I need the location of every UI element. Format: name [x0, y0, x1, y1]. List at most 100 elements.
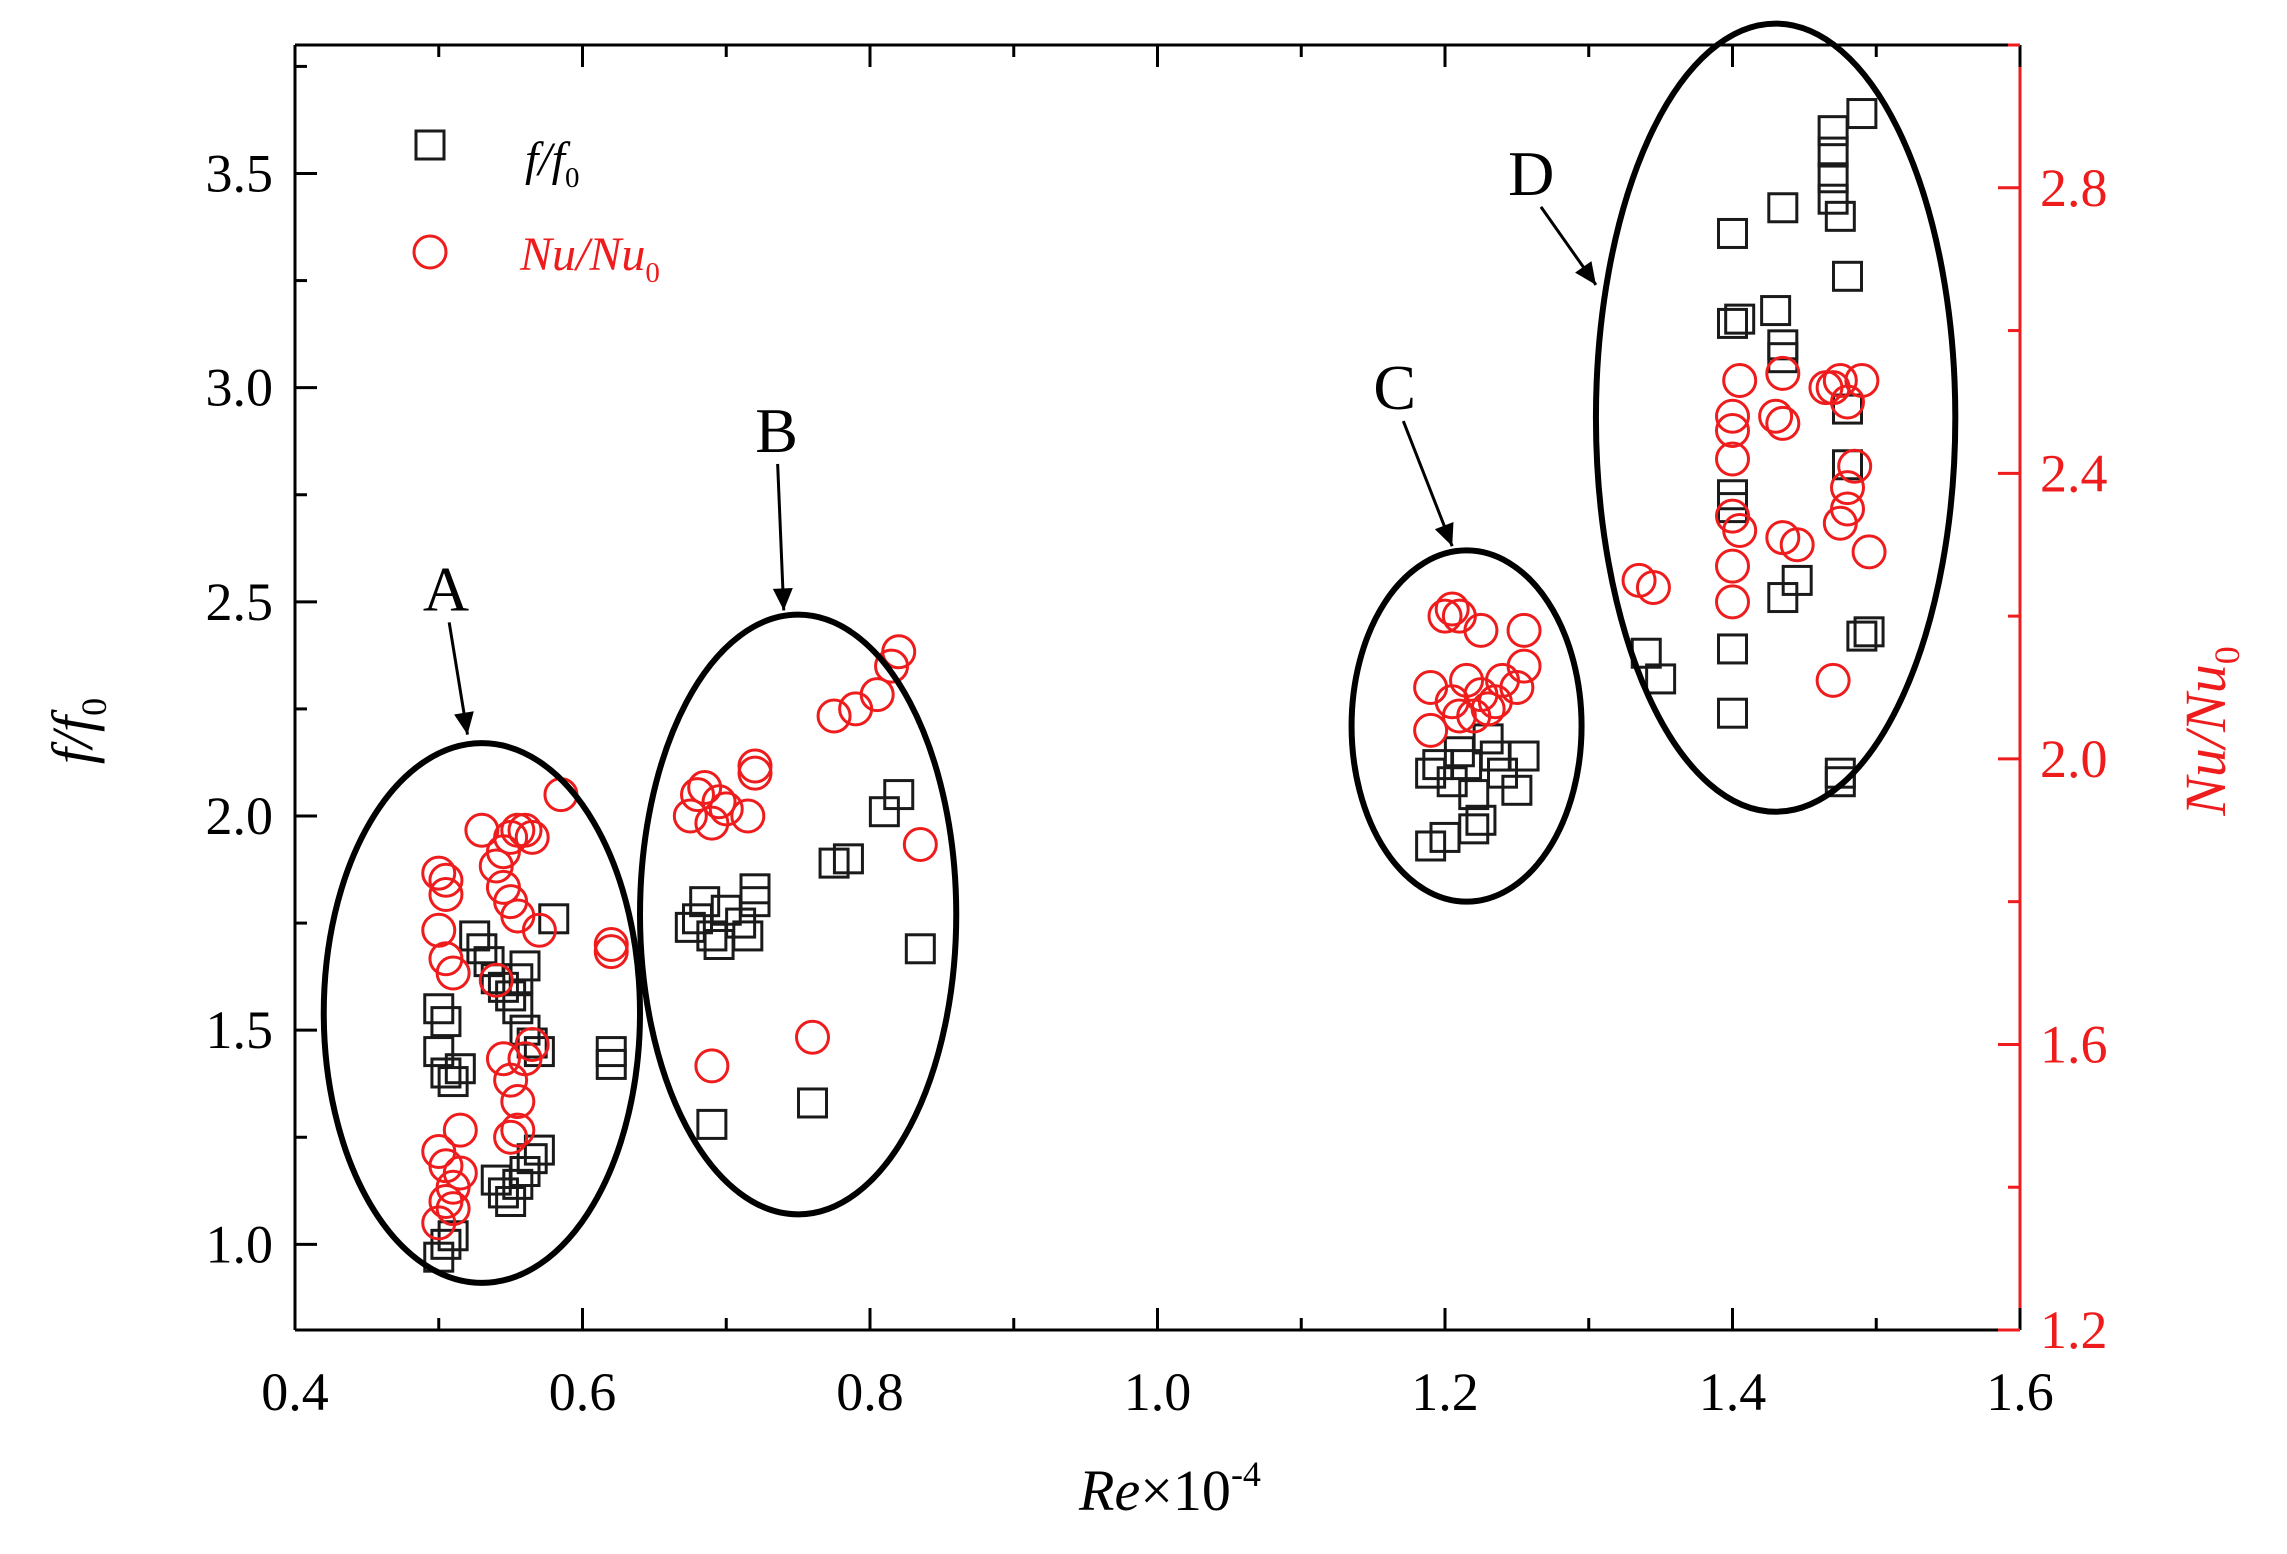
x-tick-label: 1.0: [1124, 1362, 1192, 1422]
nu-circle-marker: [421, 1205, 457, 1241]
ff-square-marker: [1717, 479, 1748, 511]
nu-circle-marker: [1470, 691, 1506, 727]
annotations-layer: A B C D: [320, 20, 1959, 1286]
ff-square-marker: [1724, 303, 1756, 335]
nu-circle-marker: [816, 698, 852, 734]
nu-circle-marker: [672, 798, 708, 834]
nu-circle-marker: [687, 769, 723, 805]
ff-square-marker: [1853, 616, 1885, 648]
nu-circle-marker: [701, 784, 737, 820]
y-left-tick-label: 2.5: [206, 572, 274, 632]
ff-square-marker: [1817, 183, 1849, 215]
markers-layer: [421, 98, 1887, 1273]
nu-circle-marker: [514, 1026, 550, 1062]
nu-circle-marker: [708, 791, 744, 827]
ff-square-marker: [904, 933, 936, 965]
y-left-tick-label: 1.0: [206, 1214, 274, 1274]
ff-square-marker: [509, 950, 541, 982]
ff-square-marker: [437, 1220, 469, 1252]
nu-circle-marker: [493, 1062, 529, 1098]
y-axis-label-left: f/f0: [40, 698, 114, 764]
ff-square-marker: [495, 1186, 527, 1217]
nu-circle-marker: [1715, 441, 1750, 477]
cluster-label-d: D: [1508, 138, 1554, 209]
legend-label-nu: Nu/Nu0: [519, 228, 660, 289]
nu-circle-marker: [1441, 598, 1477, 634]
ff-square-marker: [1767, 342, 1799, 374]
nu-circle-marker: [1851, 534, 1887, 570]
nu-circle-marker: [500, 1112, 536, 1148]
ff-square-marker: [502, 993, 534, 1025]
nu-circle-marker: [1506, 648, 1542, 684]
ff-square-marker: [1832, 260, 1863, 292]
cluster-label-a: A: [423, 553, 469, 624]
ff-square-marker: [703, 929, 735, 960]
ff-square-marker: [444, 1053, 476, 1085]
y-right-tick-label: 1.2: [2040, 1300, 2108, 1360]
nu-circle-marker: [1715, 584, 1750, 620]
nu-circle-marker: [1822, 505, 1858, 541]
nu-circle-marker: [902, 827, 938, 863]
cluster-arrowhead-c: [1434, 522, 1454, 547]
nu-circle-marker: [1715, 398, 1750, 434]
nu-circle-marker: [442, 1155, 478, 1191]
ff-square-marker: [1781, 564, 1813, 596]
nu-circle-marker: [1449, 662, 1485, 698]
ff-square-marker: [689, 886, 721, 918]
y-left-tick-label: 1.5: [206, 1000, 274, 1060]
nu-circle-marker: [514, 819, 550, 855]
nu-circle-marker: [428, 862, 464, 898]
ff-square-marker: [1817, 136, 1849, 168]
nu-circle-marker: [680, 777, 715, 813]
nu-circle-marker: [730, 798, 766, 834]
cluster-ellipse-d: [1592, 20, 1959, 815]
nu-circle-marker: [1463, 612, 1499, 648]
nu-circle-marker: [1837, 448, 1873, 484]
ff-square-marker: [1717, 217, 1748, 249]
nu-circle-marker: [1722, 512, 1758, 548]
nu-circle-marker: [737, 755, 773, 791]
nu-circle-marker: [435, 1191, 471, 1227]
nu-circle-marker: [1506, 612, 1542, 648]
x-tick-label: 1.6: [1986, 1362, 2054, 1422]
nu-circle-marker: [694, 805, 730, 841]
x-tick-label: 0.8: [836, 1362, 904, 1422]
ff-square-marker: [1767, 192, 1799, 224]
y-left-tick-label: 3.0: [206, 358, 274, 418]
ff-square-marker: [1458, 813, 1490, 845]
y-right-tick-label: 2.8: [2040, 158, 2108, 218]
ff-square-marker: [1501, 774, 1533, 806]
cluster-arrowhead-d: [1575, 261, 1596, 285]
nu-circle-marker: [485, 1041, 521, 1077]
x-tick-label: 0.6: [549, 1362, 617, 1422]
legend-marker-nu: [412, 234, 448, 270]
ff-square-marker: [430, 1228, 462, 1260]
y-left-tick-label: 2.0: [206, 786, 274, 846]
nu-circle-marker: [593, 934, 629, 970]
ff-square-marker: [595, 1036, 627, 1068]
nu-circle-marker: [1830, 470, 1865, 506]
ff-square-marker: [1508, 740, 1540, 772]
nu-circle-marker: [478, 962, 514, 998]
nu-circle-marker: [838, 691, 874, 727]
nu-circle-marker: [1844, 363, 1880, 399]
ff-square-marker: [430, 1006, 462, 1038]
nu-circle-marker: [1765, 355, 1801, 391]
ff-square-marker: [1479, 740, 1511, 772]
nu-circle-marker: [428, 877, 464, 913]
cluster-arrow-c: [1401, 420, 1454, 547]
ff-square-marker: [423, 1036, 455, 1068]
nu-circle-marker: [507, 812, 543, 848]
nu-circle-marker: [1635, 570, 1671, 606]
ff-square-marker: [696, 1108, 728, 1140]
ff-square-marker: [1472, 723, 1504, 755]
ff-square-marker: [1817, 115, 1849, 147]
legend-label-ff: f/f0: [525, 133, 580, 194]
ff-square-marker: [832, 843, 864, 875]
nu-circle-marker: [442, 1112, 478, 1148]
ff-square-marker: [883, 779, 915, 811]
nu-circle-marker: [1815, 662, 1851, 698]
ff-square-marker: [1717, 307, 1748, 339]
cluster-label-b: B: [755, 395, 798, 466]
